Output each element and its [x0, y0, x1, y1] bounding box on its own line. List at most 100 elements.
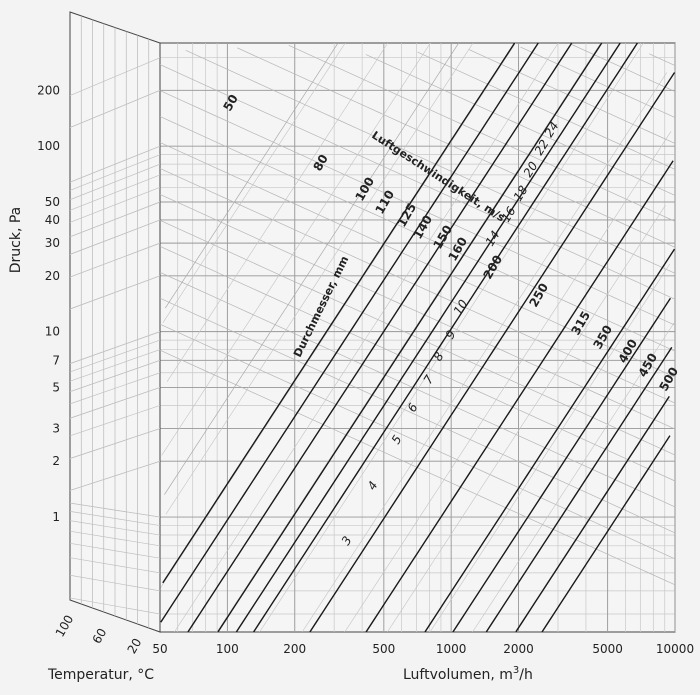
temperature-correction-line [69, 57, 161, 96]
temperature-correction-line [69, 460, 161, 491]
y-tick-label: 50 [45, 195, 60, 209]
y-tick-label: 5 [52, 380, 60, 394]
diameter-curve [164, 42, 460, 495]
temperature-correction-line [69, 405, 161, 437]
temperature-correction-line [69, 428, 161, 459]
velocity-line [159, 168, 676, 404]
diameter-curve [187, 42, 573, 633]
temperature-correction-line [69, 90, 161, 128]
diameter-curve [365, 160, 674, 633]
velocity-line [185, 50, 676, 274]
temperature-correction-line [69, 387, 161, 419]
x-tick-label: 100 [216, 642, 239, 656]
diameter-curve [452, 297, 672, 633]
velocity-line [159, 64, 676, 300]
diameter-curve [309, 72, 676, 633]
temperature-correction-line [69, 502, 161, 518]
diameter-curve [541, 435, 671, 633]
y-tick-label: 10 [45, 325, 60, 339]
diameter-guide-line [259, 42, 644, 633]
diameter-guide-line [166, 42, 389, 382]
diameter-curve [217, 42, 603, 633]
y-tick-label: 3 [52, 422, 60, 436]
velocity-line [468, 49, 676, 144]
temperature-panel [69, 11, 161, 633]
diameter-guide-line [429, 263, 671, 633]
velocity-line [237, 47, 676, 248]
x-tick-label: 50 [152, 642, 167, 656]
temperature-correction-line [69, 349, 161, 382]
diameter-curve [515, 396, 670, 633]
temperature-correction-line [69, 339, 161, 373]
diameter-guide-line [174, 42, 559, 633]
temperature-correction-line [69, 520, 161, 536]
velocity-line [288, 45, 676, 222]
diameter-curve [424, 248, 676, 633]
diameter-guide-line [472, 322, 675, 633]
temperature-correction-line [69, 163, 161, 201]
x-tick-label: 5000 [592, 642, 623, 656]
y-tick-label: 7 [52, 353, 60, 367]
velocity-line [649, 53, 676, 66]
diameter-guide-line [301, 72, 668, 633]
velocity-line [159, 297, 676, 534]
temperature-correction-line [69, 275, 161, 310]
temperature-correction-line [69, 530, 161, 547]
temperature-axis-title: Temperatur, °C [47, 667, 154, 683]
x-axis-title-superscript: 3 [513, 665, 519, 676]
velocity-line [365, 54, 676, 196]
y-axis-title: Druck, Pa [8, 207, 24, 274]
temperature-tick-label: 60 [90, 626, 110, 646]
diameter-curves [160, 42, 676, 633]
temperature-correction-line [69, 511, 161, 526]
y-tick-label: 1 [52, 510, 60, 524]
y-tick-label: 30 [45, 236, 60, 250]
velocity-label: 22 [532, 137, 552, 157]
y-tick-label: 100 [37, 139, 60, 153]
y-tick-label: 2 [52, 454, 60, 468]
diameter-guide-line [165, 42, 474, 515]
velocity-line [159, 245, 676, 482]
y-tick-label: 200 [37, 83, 60, 97]
temperature-correction-line [69, 174, 161, 211]
diameter-guide-line [387, 204, 666, 633]
temperature-correction-line [69, 219, 161, 255]
temperature-correction-line [69, 331, 161, 364]
diameter-guide-line [162, 42, 346, 323]
x-tick-label: 200 [283, 642, 306, 656]
x-tick-label: 2000 [503, 642, 534, 656]
velocity-line [417, 51, 676, 170]
temperature-correction-line [69, 597, 161, 615]
diameter-curve [162, 42, 516, 584]
y-tick-label: 40 [45, 213, 60, 227]
temperature-tick-label: 20 [125, 636, 145, 656]
x-tick-label: 500 [372, 642, 395, 656]
velocity-line [159, 116, 676, 352]
temperature-correction-line [69, 201, 161, 238]
diameter-curve [252, 42, 639, 633]
temperature-correction-line [69, 186, 161, 223]
velocity-line [159, 220, 676, 456]
velocity-label: 24 [542, 119, 562, 139]
temperature-correction-line [69, 372, 161, 405]
diameter-guide-line [216, 42, 602, 633]
x-tick-label: 1000 [436, 642, 467, 656]
diameter-curve [160, 42, 539, 623]
velocity-line [520, 46, 676, 118]
temperature-correction-line [69, 145, 161, 183]
diameter-curve [235, 42, 621, 633]
temperature-correction-line [69, 242, 161, 278]
velocity-line [571, 44, 676, 92]
temperature-correction-line [69, 360, 161, 393]
velocity-line [159, 194, 676, 430]
velocity-label: 14 [483, 228, 503, 248]
x-axis-title-end: /h [519, 667, 533, 683]
temperature-correction-line [69, 574, 161, 592]
temperature-correction-line [69, 542, 161, 559]
x-axis-title: Luftvolumen, m3/h [403, 665, 533, 683]
x-axis-title-main: Luftvolumen, m [403, 667, 513, 683]
diameter-curve [164, 42, 339, 309]
diameter-guide-line [161, 42, 431, 456]
y-tick-label: 20 [45, 269, 60, 283]
